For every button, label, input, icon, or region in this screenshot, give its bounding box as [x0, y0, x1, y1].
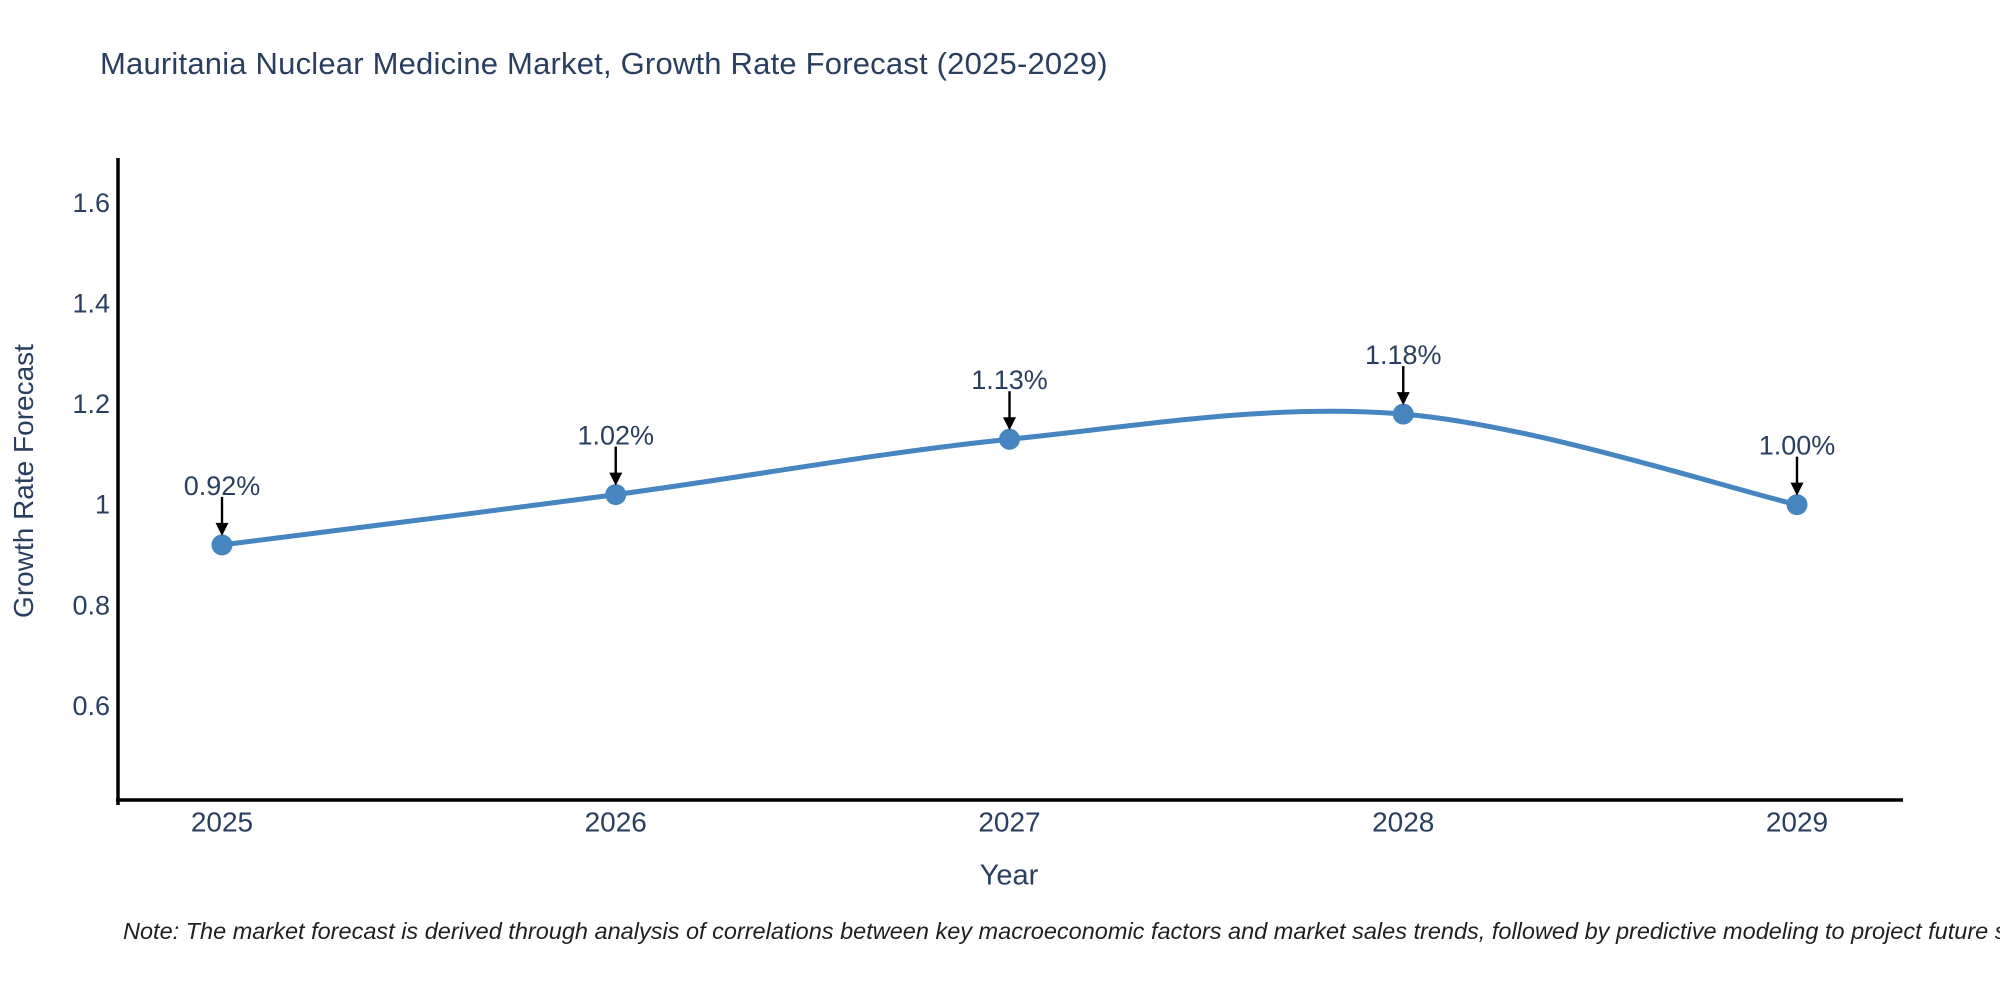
y-tick-label: 0.6: [72, 691, 110, 721]
annotation-arrow-head: [1003, 417, 1016, 431]
point-value-label: 0.92%: [184, 471, 261, 501]
point-value-label: 1.13%: [971, 365, 1048, 395]
annotation-arrow-head: [1790, 482, 1804, 496]
data-point-marker: [1392, 403, 1414, 425]
y-tick-label: 1.4: [72, 288, 110, 318]
data-point-marker: [211, 534, 233, 556]
y-tick-label: 1: [95, 490, 110, 520]
x-tick-label: 2027: [978, 807, 1040, 838]
chart-title: Mauritania Nuclear Medicine Market, Grow…: [100, 46, 1108, 81]
annotation-arrow-head: [609, 472, 623, 486]
point-value-label: 1.02%: [577, 421, 654, 451]
annotation-arrow-head: [1396, 392, 1410, 406]
y-tick-label: 0.8: [72, 590, 110, 620]
x-axis-title: Year: [979, 859, 1039, 892]
data-point-marker: [999, 428, 1020, 450]
y-tick-label: 1.2: [72, 389, 110, 419]
point-value-label: 1.00%: [1759, 431, 1836, 461]
y-tick-label: 1.6: [72, 188, 110, 218]
annotation-arrow-head: [215, 522, 229, 536]
x-tick-label: 2026: [585, 807, 647, 838]
point-value-label: 1.18%: [1365, 340, 1442, 370]
data-point-marker: [605, 484, 627, 506]
x-tick-label: 2029: [1766, 807, 1828, 838]
x-tick-label: 2028: [1372, 807, 1434, 838]
data-point-marker: [1786, 494, 1808, 516]
footnote: Note: The market forecast is derived thr…: [123, 918, 2000, 944]
x-tick-label: 2025: [191, 807, 253, 838]
